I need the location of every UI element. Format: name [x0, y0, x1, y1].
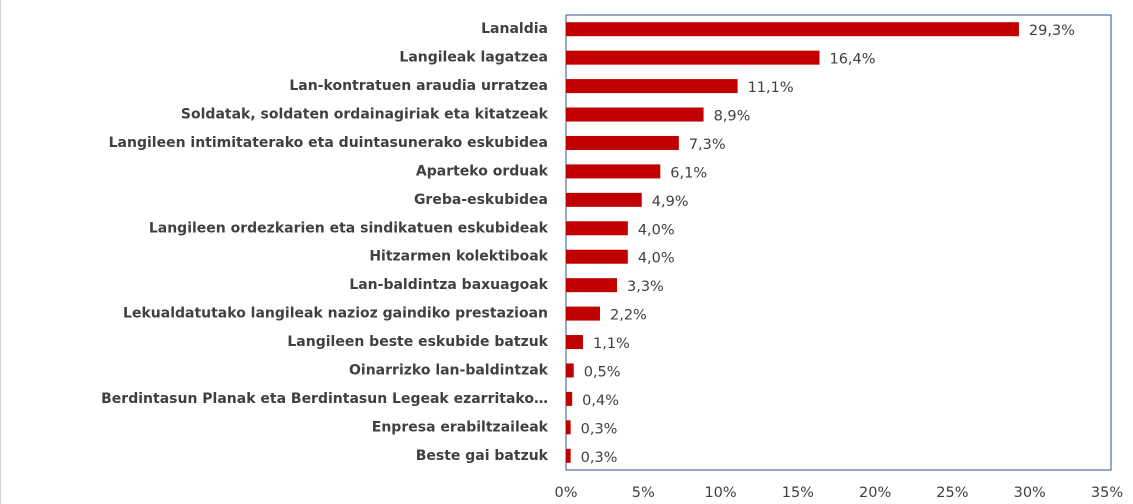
- y-tick-label: Lan-baldintza baxuagoak: [349, 277, 548, 293]
- y-tick-label: Enpresa erabiltzaileak: [372, 419, 549, 435]
- bar: [566, 221, 628, 236]
- y-tick-label: Langileak lagatzea: [399, 50, 548, 66]
- y-tick-label: Lekualdatutako langileak nazioz gaindiko…: [123, 306, 548, 322]
- y-tick-label: Oinarrizko lan-baldintzak: [349, 362, 549, 378]
- x-tick-label: 20%: [859, 485, 891, 501]
- x-tick-label: 0%: [554, 485, 577, 501]
- y-tick-label: Greba-eskubidea: [414, 192, 548, 208]
- y-tick-label: Beste gai batzuk: [416, 448, 549, 464]
- x-tick-label: 25%: [936, 485, 968, 501]
- bar: [566, 107, 704, 122]
- bar: [566, 135, 679, 150]
- bar: [566, 278, 618, 293]
- bar: [566, 164, 661, 179]
- y-tick-label: Hitzarmen kolektiboak: [369, 249, 548, 265]
- bar: [566, 22, 1019, 37]
- data-label: 4,0%: [638, 251, 675, 267]
- data-label: 1,1%: [593, 336, 630, 352]
- y-tick-label: Langileen ordezkarien eta sindikatuen es…: [149, 220, 549, 236]
- bar: [566, 306, 601, 321]
- data-label: 4,0%: [638, 222, 675, 238]
- y-tick-label: Lan-kontratuen araudia urratzea: [289, 78, 548, 94]
- data-label: 0,5%: [584, 364, 621, 380]
- bar: [566, 50, 820, 65]
- data-label: 7,3%: [689, 137, 726, 153]
- x-tick-label: 35%: [1091, 485, 1123, 501]
- x-tick-label: 10%: [704, 485, 736, 501]
- data-label: 0,3%: [581, 450, 618, 466]
- data-label: 0,4%: [582, 393, 619, 409]
- data-label: 16,4%: [829, 52, 875, 68]
- y-tick-label: Berdintasun Planak eta Berdintasun Legea…: [101, 391, 548, 407]
- data-label: 4,9%: [652, 194, 689, 210]
- data-label: 29,3%: [1029, 23, 1075, 39]
- bar: [566, 391, 573, 406]
- x-tick-label: 5%: [632, 485, 655, 501]
- data-label: 11,1%: [748, 80, 794, 96]
- y-tick-label: Soldatak, soldaten ordainagiriak eta kit…: [181, 107, 549, 123]
- plot-border: [565, 14, 1112, 471]
- data-label: 2,2%: [610, 308, 647, 324]
- bar: [566, 420, 571, 435]
- bar: [566, 249, 628, 264]
- y-tick-label: Aparteko orduak: [416, 163, 549, 179]
- y-tick-label: Langileen intimitaterako eta duintasuner…: [109, 135, 548, 151]
- bar: [566, 363, 574, 378]
- y-tick-label: Lanaldia: [481, 21, 548, 37]
- data-label: 3,3%: [627, 279, 664, 295]
- bar: [566, 335, 584, 350]
- x-tick-label: 15%: [782, 485, 814, 501]
- data-label: 0,3%: [581, 421, 618, 437]
- bar: [566, 192, 642, 207]
- x-tick-label: 30%: [1014, 485, 1046, 501]
- data-label: 6,1%: [670, 165, 707, 181]
- bar: [566, 79, 738, 94]
- bar: [566, 448, 571, 463]
- data-label: 8,9%: [714, 109, 751, 125]
- y-tick-label: Langileen beste eskubide batzuk: [287, 334, 548, 350]
